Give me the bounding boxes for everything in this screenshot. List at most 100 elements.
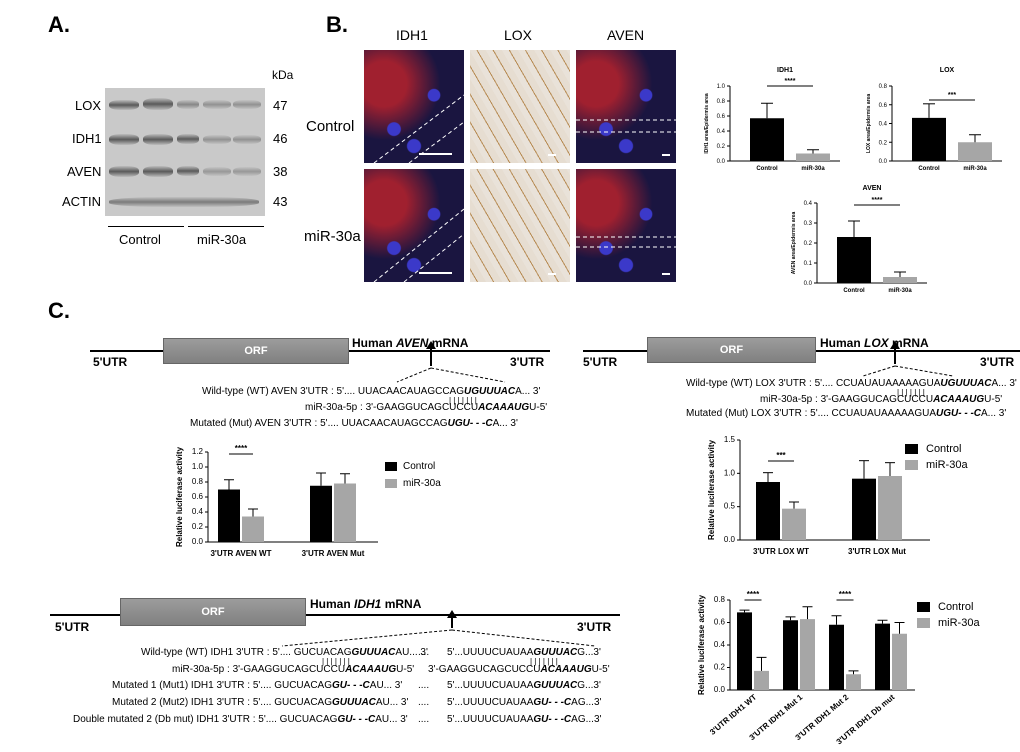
bar-control [218, 489, 240, 542]
bar-control [310, 485, 332, 542]
idh1-base-pairs-1: | | | | | | | [322, 657, 350, 666]
y-tick-label: 0.0 [714, 685, 726, 694]
aven-mrna-title: Human AVEN mRNA [352, 336, 469, 350]
significance-label: **** [839, 590, 852, 599]
significance-label: *** [776, 451, 786, 460]
idh1-dbmut-seq: Double mutated 2 (Db mut) IDH1 3'UTR : 5… [73, 714, 408, 725]
x-tick-label: 3'UTR LOX Mut [848, 547, 906, 556]
aven-utr3: 3'UTR [510, 355, 545, 369]
y-tick-label: 0.8 [717, 99, 726, 105]
micrograph-lox-control [470, 50, 570, 163]
panel-letter-a: A. [48, 12, 70, 37]
bar-control [829, 624, 844, 690]
legend-swatch-mir [905, 460, 918, 470]
bar-control [852, 478, 876, 540]
x-tick-label: miR-30a [963, 166, 987, 172]
y-tick-label: 0.6 [714, 618, 726, 627]
bar-control [737, 612, 752, 690]
idh1-mut1-site2: 5'...UUUUCUAUAAGUUUACG...3' [447, 680, 601, 691]
y-tick-label: 0.2 [879, 140, 888, 146]
x-tick-label: Control [843, 288, 865, 294]
y-tick-label: 0.2 [714, 663, 726, 672]
blot-lane-aven [105, 156, 265, 189]
bar-control [756, 482, 780, 540]
bar-mir-30a [883, 277, 917, 283]
legend-swatch-control [917, 602, 930, 612]
micrograph-aven-mir [576, 169, 676, 282]
bar-mir-30a [754, 670, 769, 690]
aven-mir-seq: miR-30a-5p : 3'-GAAGGUCAGCUCCUACAAAUGU-5… [305, 402, 548, 413]
bar-control [875, 623, 890, 690]
x-tick-label: 3'UTR IDH1 WT [708, 693, 758, 737]
y-tick-label: 0.4 [714, 640, 726, 649]
blot-kda-aven: 38 [273, 164, 288, 179]
idh1-site-arrow [281, 610, 596, 647]
y-tick-label: 0.8 [192, 477, 204, 486]
bar-mir-30a [242, 516, 264, 542]
lox-base-pairs: | | | | | | | [897, 388, 925, 397]
bar-mir-30a [958, 142, 992, 161]
lox-wt-seq: Wild-type (WT) LOX 3'UTR : 5'.... CCUAUA… [686, 378, 1017, 389]
bar-mir-30a [796, 153, 830, 161]
y-axis-label: Relative luciferase activity [697, 594, 706, 695]
x-tick-label: 3'UTR LOX WT [753, 547, 809, 556]
aven-utr5: 5'UTR [93, 355, 128, 369]
legend-lox: Control miR-30a [905, 443, 968, 471]
idh1-mrna-line [50, 614, 620, 616]
y-tick-label: 0.8 [714, 595, 726, 604]
y-axis-label: IDH1 area/Epidermis area [704, 93, 710, 154]
panel-letter-b: B. [326, 12, 348, 37]
x-tick-label: Control [918, 166, 940, 172]
bar-control [750, 118, 784, 161]
chart-idh1-area: 0.0 0.2 0.4 0.6 0.8 1.0 IDH1 area/Epidermis ar… [704, 67, 840, 172]
x-tick-label: miR-30a [888, 288, 912, 294]
idh1-mut1-dots: .... [418, 680, 430, 691]
chart-aven-luciferase: 0.0 0.2 0.4 0.6 0.8 1.0 1.2 Relative luciferase… [175, 444, 378, 558]
legend-aven: Control miR-30a [385, 461, 441, 489]
x-tick-label: 3'UTR AVEN WT [210, 549, 271, 558]
idh1-base-pairs-2: | | | | | | | [530, 657, 558, 666]
blot-row-label-lox: LOX [75, 98, 102, 113]
kda-label: kDa [272, 68, 294, 82]
y-axis-label: LOX area/Epidermis area [866, 94, 872, 153]
mir-group-line [188, 226, 264, 227]
legend-label-mir: miR-30a [403, 478, 441, 489]
chart-lox-area: 0.0 0.2 0.4 0.6 0.8 LOX area/Epidermis area LO… [866, 67, 1002, 172]
idh1-utr5: 5'UTR [55, 620, 90, 634]
blot-kda-idh1: 46 [273, 131, 288, 146]
x-tick-label: Control [756, 166, 778, 172]
y-tick-label: 1.5 [724, 435, 736, 444]
legend-swatch-control [385, 462, 397, 471]
legend-label-control: Control [938, 601, 974, 613]
idh1-mrna-title: Human IDH1 mRNA [310, 597, 422, 611]
y-tick-label: 0.2 [717, 144, 726, 150]
micrograph-idh1-control [364, 50, 464, 163]
legend-swatch-control [905, 444, 918, 454]
y-tick-label: 0.6 [879, 103, 888, 109]
legend-label-mir: miR-30a [926, 459, 968, 471]
y-tick-label: 0.3 [804, 221, 813, 227]
bar-mir-30a [846, 674, 861, 690]
blot-lane-actin [105, 188, 265, 217]
chart-title: LOX [940, 67, 955, 74]
blot-row-label-actin: ACTIN [62, 194, 101, 209]
micro-col-lox: LOX [504, 27, 533, 43]
legend-label-control: Control [403, 461, 436, 472]
significance-label: **** [235, 444, 248, 453]
idh1-dbmut-dots: .... [418, 714, 430, 725]
blot-row-label-aven: AVEN [67, 164, 102, 179]
micrograph-aven-control [576, 50, 676, 163]
y-tick-label: 0.5 [724, 502, 736, 511]
micrograph-idh1-mir [364, 169, 464, 282]
idh1-mir-site2: 3'-GAAGGUCAGCUCCUACAAAUGU-5' [428, 664, 610, 675]
y-tick-label: 0.0 [717, 159, 726, 165]
idh1-mut1-seq: Mutated 1 (Mut1) IDH1 3'UTR : 5'.... GUC… [112, 680, 403, 691]
idh1-dbmut-site2: 5'...UUUUCUAUAAGU- - -CAG...3' [447, 714, 602, 725]
blot-lane-idh1 [105, 122, 265, 157]
bar-mir-30a [878, 476, 902, 540]
idh1-wt-dots: .... [418, 647, 430, 658]
y-tick-label: 0.6 [192, 492, 204, 501]
micro-col-idh1: IDH1 [396, 27, 428, 43]
y-axis-label: Relative luciferase activity [707, 439, 716, 540]
lox-orf-box: ORF [647, 337, 816, 363]
